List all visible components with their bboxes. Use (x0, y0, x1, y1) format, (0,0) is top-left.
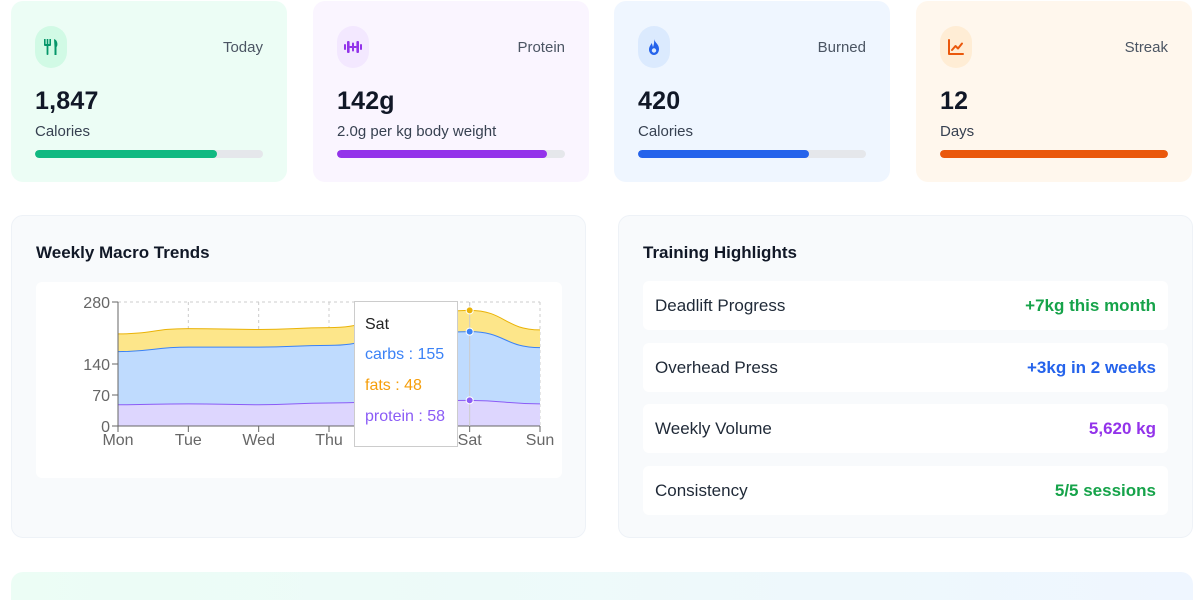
highlight-value: +7kg this month (1025, 296, 1156, 315)
tooltip-row-protein: protein : 58 (365, 408, 446, 425)
chart-tooltip: Sat carbs : 155 fats : 48 protein : 58 (354, 301, 458, 447)
stat-value: 12 (940, 87, 969, 115)
highlight-label: Overhead Press (655, 358, 778, 377)
bottom-card (11, 572, 1193, 600)
calories-today-card: Today 1,847 Calories (11, 1, 287, 182)
highlight-value: +3kg in 2 weeks (1027, 358, 1156, 377)
stat-label: Today (222, 39, 263, 56)
progress-bar (337, 150, 565, 158)
macro-trends-panel: Weekly Macro Trends (11, 215, 586, 538)
protein-card: Protein 142g 2.0g per kg body weight (313, 1, 589, 182)
utensils-icon (35, 26, 67, 68)
highlight-row: Deadlift Progress +7kg this month (643, 281, 1168, 330)
progress-bar (940, 150, 1168, 158)
tooltip-row-carbs: carbs : 155 (365, 346, 445, 363)
tooltip-row-fats: fats : 48 (365, 377, 422, 394)
stat-label: Burned (817, 39, 866, 56)
highlight-value: 5/5 sessions (1054, 481, 1156, 500)
stat-value: 1,847 (35, 87, 99, 115)
panel-title: Weekly Macro Trends (36, 243, 210, 262)
stat-label: Protein (517, 39, 565, 56)
panel-title: Training Highlights (643, 243, 797, 262)
highlight-label: Weekly Volume (655, 419, 772, 438)
progress-fill (337, 150, 547, 158)
training-highlights-panel: Training Highlights Deadlift Progress +7… (618, 215, 1193, 538)
stat-value: 142g (337, 87, 395, 115)
trending-up-icon (940, 26, 972, 68)
burned-card: Burned 420 Calories (614, 1, 890, 182)
stat-sub: Days (940, 123, 975, 140)
flame-icon (638, 26, 670, 68)
progress-fill (940, 150, 1168, 158)
stat-value: 420 (638, 87, 681, 115)
stat-sub: Calories (638, 123, 694, 140)
highlight-row: Overhead Press +3kg in 2 weeks (643, 343, 1168, 392)
stat-sub: 2.0g per kg body weight (337, 123, 497, 140)
stat-sub: Calories (35, 123, 91, 140)
highlight-row: Consistency 5/5 sessions (643, 466, 1168, 515)
highlight-label: Consistency (655, 481, 748, 500)
highlight-label: Deadlift Progress (655, 296, 786, 315)
progress-fill (35, 150, 218, 158)
stat-label: Streak (1124, 39, 1168, 56)
streak-card: Streak 12 Days (916, 1, 1192, 182)
dumbbell-icon (337, 26, 369, 68)
progress-fill (638, 150, 809, 158)
highlight-value: 5,620 kg (1088, 419, 1156, 438)
progress-bar (35, 150, 263, 158)
progress-bar (638, 150, 866, 158)
chart-container (36, 282, 562, 478)
highlight-row: Weekly Volume 5,620 kg (643, 404, 1168, 453)
tooltip-title: Sat (365, 316, 390, 333)
